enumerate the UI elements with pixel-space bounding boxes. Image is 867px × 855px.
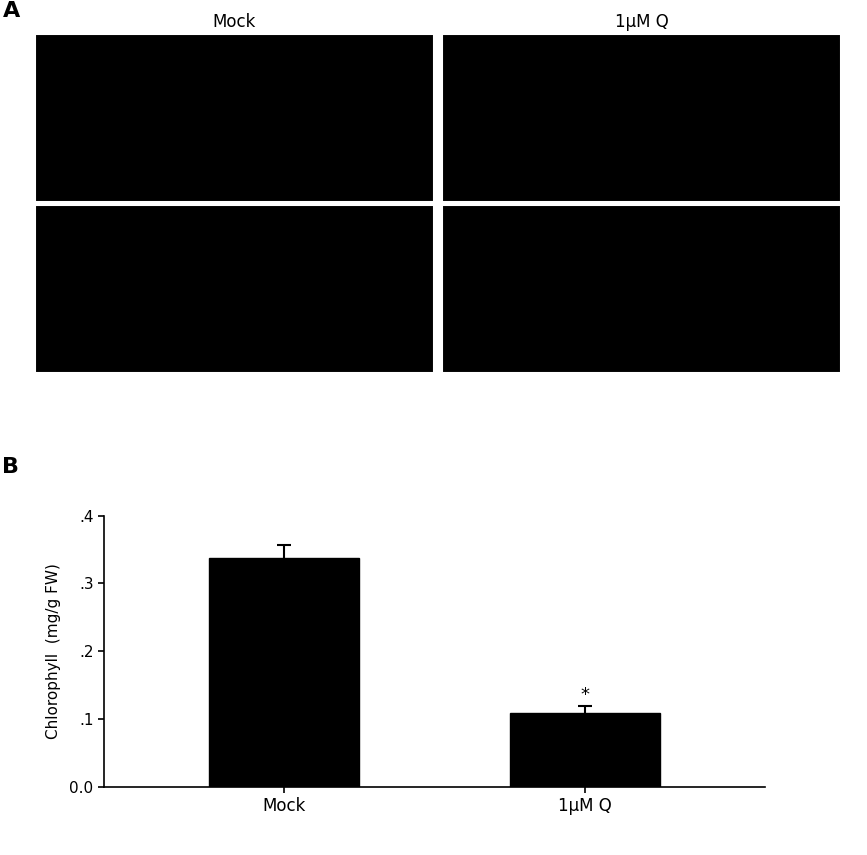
Bar (510, 713, 660, 787)
Y-axis label: Chlorophyll  (mg/g FW): Chlorophyll (mg/g FW) (46, 563, 62, 739)
Text: B: B (3, 457, 19, 477)
Text: *: * (580, 686, 590, 704)
Title: 1μM Q: 1μM Q (615, 14, 668, 32)
Bar (209, 557, 360, 787)
Title: Mock: Mock (212, 14, 256, 32)
Text: A: A (3, 1, 20, 21)
